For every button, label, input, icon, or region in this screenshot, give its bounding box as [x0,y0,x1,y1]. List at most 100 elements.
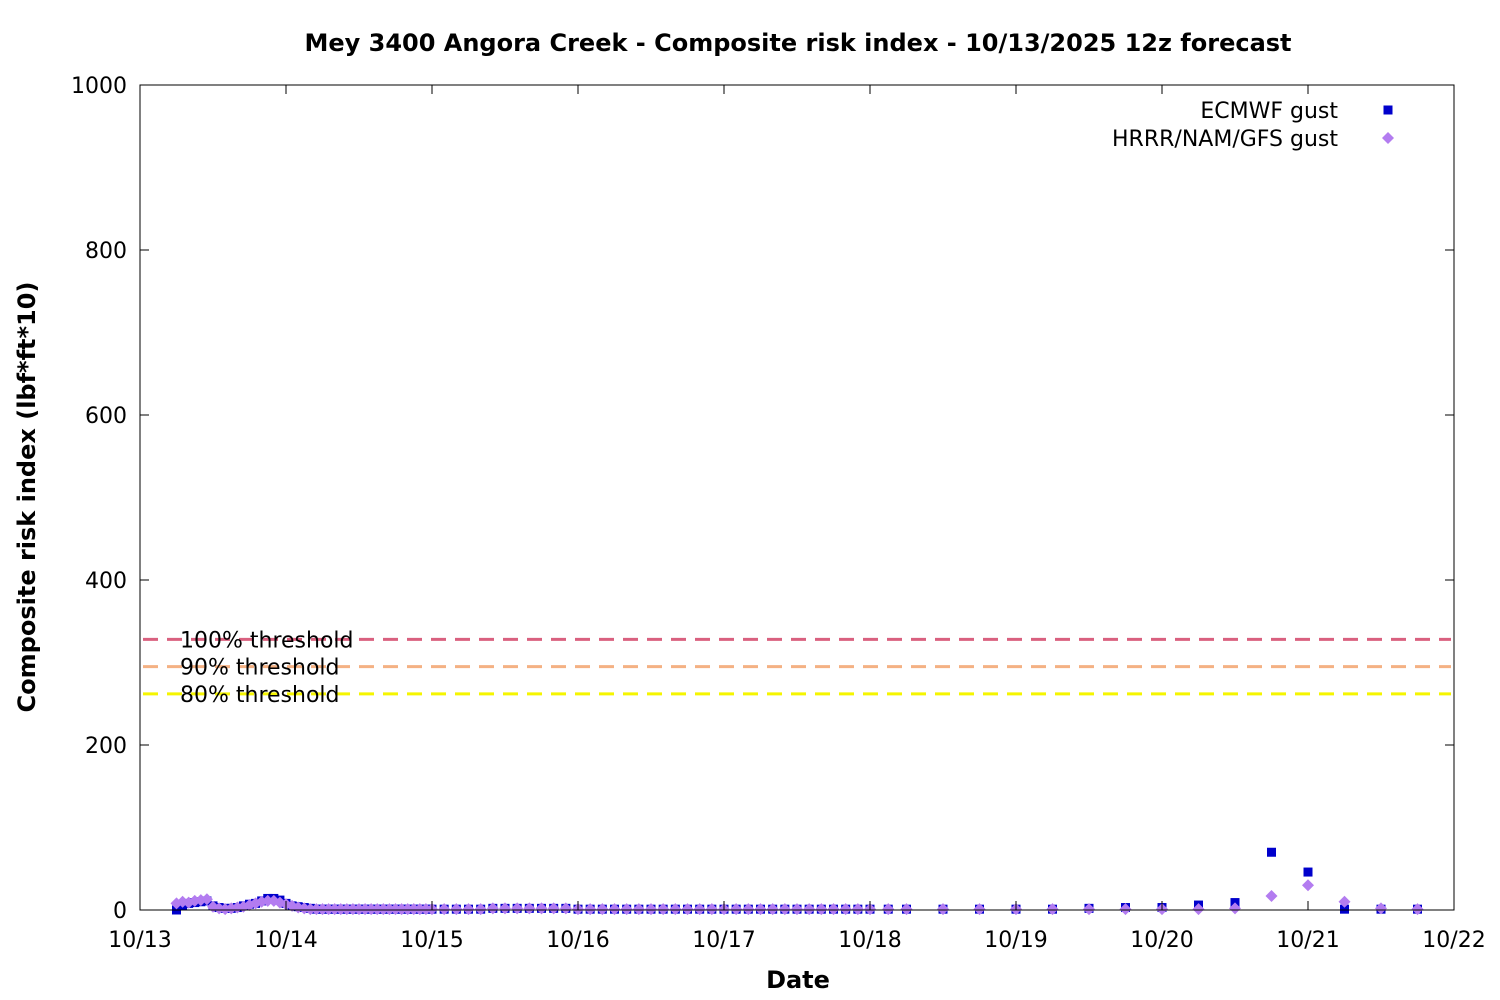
hrrr-point [438,903,451,916]
hrrr-point [1411,903,1424,916]
hrrr-point [693,903,706,916]
hrrr-point [395,903,408,916]
hrrr-point [608,903,621,916]
hrrr-point [304,903,317,916]
hrrr-point [413,903,426,916]
y-axis: 0 200 400 600 800 1000 [71,74,1454,924]
hrrr-point [340,903,353,916]
hrrr-point [937,903,949,916]
hrrr-point [1375,902,1387,915]
hrrr-point [389,903,402,916]
hrrr-point [353,903,365,916]
hrrr-point [632,903,645,916]
hrrr-point [371,903,384,916]
hrrr-point [1265,889,1278,902]
hrrr-point [365,903,378,916]
x-axis: 10/13 10/14 10/15 10/16 10/17 10/18 10/19 10/20… [108,85,1486,953]
hrrr-point [559,902,572,915]
threshold-label: 80% threshold [180,683,340,708]
plot-frame [139,84,1455,911]
legend: ECMWF gust HRRR/NAM/GFS gust [1112,99,1394,152]
y-axis-label: Composite risk index (lbf*ft*10) [13,282,41,713]
hrrr-point [486,902,499,915]
y-tick-label: 200 [85,734,127,759]
hrrr-point [1083,903,1095,916]
chart-title: Mey 3400 Angora Creek - Composite risk i… [304,29,1291,57]
y-tick-label: 800 [85,239,127,264]
hrrr-point [596,903,609,916]
x-tick-label: 10/17 [692,928,755,953]
hrrr-point [499,902,511,915]
hrrr-point [1046,903,1059,916]
hrrr-point [778,903,791,916]
hrrr-point [669,903,682,916]
x-tick-label: 10/14 [254,928,317,953]
y-tick-label: 0 [113,899,127,924]
hrrr-point [1119,903,1132,916]
hrrr-point [705,903,718,916]
hrrr-point [645,903,657,916]
hrrr-point [973,903,986,916]
legend-marker-diamond [1382,132,1394,144]
hrrr-point [657,903,670,916]
legend-label: ECMWF gust [1200,99,1338,124]
series-1 [170,879,1424,916]
hrrr-point [523,902,536,915]
ecmwf-point [1340,904,1349,914]
x-tick-label: 10/19 [984,928,1047,953]
hrrr-point [511,902,524,915]
hrrr-point [851,903,864,916]
hrrr-point [377,903,390,916]
ecmwf-point [1303,867,1313,877]
hrrr-point [1229,902,1241,915]
data-points [170,847,1424,916]
hrrr-point [766,903,779,916]
hrrr-point [419,903,432,916]
hrrr-point [803,903,816,916]
hrrr-point [742,903,755,916]
hrrr-point [200,893,213,906]
hrrr-point [1192,903,1205,916]
hrrr-point [900,903,913,916]
hrrr-point [359,903,372,916]
hrrr-point [462,903,475,916]
hrrr-point [620,903,633,916]
x-tick-label: 10/16 [546,928,609,953]
hrrr-point [882,903,895,916]
hrrr-point [791,903,803,916]
hrrr-point [407,903,420,916]
hrrr-point [322,903,335,916]
hrrr-point [815,903,828,916]
hrrr-point [346,903,359,916]
hrrr-point [401,903,414,916]
hrrr-point [730,903,743,916]
hrrr-point [827,903,840,916]
hrrr-point [328,903,341,916]
hrrr-point [681,903,694,916]
hrrr-point [383,903,396,916]
hrrr-point [316,903,329,916]
ecmwf-point [1267,847,1276,857]
hrrr-point [584,903,597,916]
hrrr-point [249,897,262,910]
y-tick-label: 600 [85,404,127,429]
hrrr-point [1338,895,1351,908]
y-tick-label: 400 [85,569,127,594]
threshold-label: 90% threshold [180,656,340,681]
y-tick-label: 1000 [71,74,127,99]
x-axis-label: Date [766,966,830,994]
hrrr-point [535,902,548,915]
hrrr-point [261,894,274,907]
x-tick-label: 10/15 [400,928,463,953]
legend-label: HRRR/NAM/GFS gust [1112,127,1338,152]
legend-marker-square [1383,105,1393,115]
hrrr-point [474,903,487,916]
threshold-label: 100% threshold [180,628,354,653]
x-tick-label: 10/13 [108,928,171,953]
hrrr-point [754,903,767,916]
hrrr-point [310,903,323,916]
hrrr-point [1302,879,1314,892]
x-tick-label: 10/22 [1422,928,1485,953]
